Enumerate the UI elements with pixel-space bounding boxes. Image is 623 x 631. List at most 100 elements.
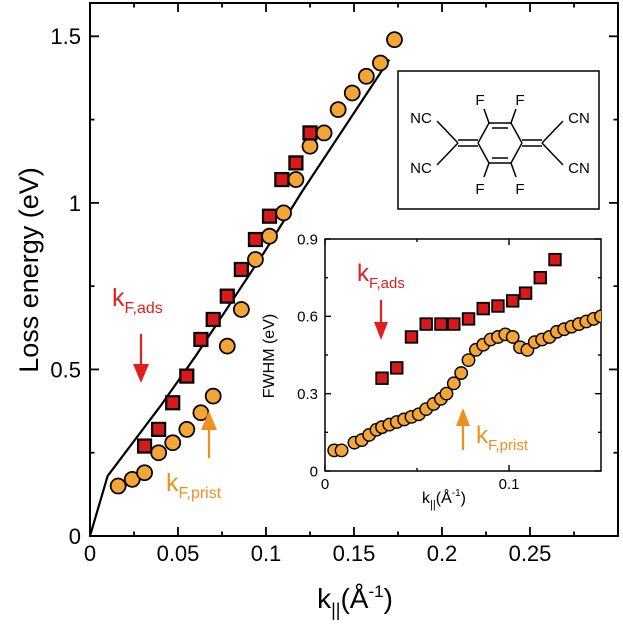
main-y-axis-title: Loss energy (eV) bbox=[14, 167, 44, 373]
main-x-title-k: k bbox=[317, 583, 332, 614]
molecule-label-f: F bbox=[515, 181, 524, 198]
fwhm-point-adsorbed bbox=[434, 317, 448, 331]
main-point-adsorbed bbox=[193, 331, 209, 348]
fwhm-y-tick-label: 0.9 bbox=[297, 231, 318, 248]
ring-bond bbox=[510, 142, 523, 164]
main-point-adsorbed bbox=[302, 125, 318, 141]
main-y-tick-label: 0 bbox=[69, 524, 81, 549]
main-x-tick-label: 0.15 bbox=[333, 541, 376, 566]
main-point-pristine bbox=[136, 464, 153, 482]
main-axis-ticks: 0 0.05 0.1 0.15 0.2 0.25 0 0.5 1 1.5 bbox=[50, 3, 618, 566]
fwhm-annotation-kF-prist: kF,prist bbox=[456, 408, 529, 454]
fwhm-y-tick-label: 0 bbox=[310, 463, 318, 480]
molecule-frame bbox=[397, 70, 600, 210]
main-point-pristine bbox=[164, 434, 182, 452]
fwhm-point-pristine bbox=[446, 376, 461, 391]
main-x-tick-label: 0.25 bbox=[509, 541, 552, 566]
molecule-drawing bbox=[436, 108, 564, 178]
fwhm-point-pristine bbox=[334, 443, 349, 458]
fwhm-point-adsorbed bbox=[518, 286, 533, 300]
main-point-adsorbed bbox=[261, 208, 278, 224]
fwhm-point-adsorbed bbox=[404, 330, 419, 344]
fwhm-point-pristine bbox=[454, 366, 469, 380]
main-point-pristine bbox=[343, 84, 361, 102]
fwhm-point-adsorbed bbox=[447, 317, 461, 331]
fwhm-annotation-kF-ads: kF,ads bbox=[357, 260, 405, 340]
main-point-pristine bbox=[232, 301, 250, 318]
main-point-pristine bbox=[287, 171, 305, 188]
fwhm-y-axis-title: FWHM (eV) bbox=[261, 314, 278, 398]
cf-bond bbox=[483, 162, 490, 178]
main-point-adsorbed bbox=[179, 368, 195, 384]
fwhm-axis-ticks: 0 0.1 0 0.3 0.6 0.9 bbox=[297, 231, 601, 493]
main-point-pristine bbox=[178, 421, 196, 438]
fwhm-annotation-kF-ads-arrow-head bbox=[374, 322, 388, 340]
ring-bond bbox=[477, 122, 490, 144]
main-point-adsorbed bbox=[219, 288, 235, 304]
molecule-label-nc: NC bbox=[410, 160, 432, 177]
ring-bond bbox=[477, 142, 490, 164]
main-point-adsorbed bbox=[151, 421, 167, 437]
fwhm-point-pristine bbox=[461, 353, 476, 368]
main-y-tick-label: 1 bbox=[69, 191, 81, 216]
molecule-label-f: F bbox=[515, 92, 524, 109]
molecule-label-nc: NC bbox=[410, 110, 432, 127]
main-points-layer bbox=[109, 31, 403, 495]
main-point-pristine bbox=[357, 67, 375, 85]
main-annotation-kF-prist: kF,prist bbox=[166, 411, 222, 502]
molecule-label-cn: CN bbox=[568, 110, 590, 127]
main-x-tick-label: 0.2 bbox=[427, 541, 458, 566]
fwhm-y-tick-label: 0.3 bbox=[297, 386, 318, 403]
main-point-adsorbed bbox=[274, 171, 290, 188]
main-x-tick-label: 0 bbox=[84, 541, 96, 566]
fwhm-x-tick-label: 0.1 bbox=[499, 476, 520, 493]
main-point-pristine bbox=[372, 54, 389, 72]
fwhm-y-tick-label: 0.6 bbox=[297, 309, 318, 326]
main-x-tick-label: 0.05 bbox=[157, 541, 200, 566]
fwhm-points-layer bbox=[327, 252, 601, 458]
main-y-tick-label: 0.5 bbox=[50, 357, 81, 382]
fwhm-point-adsorbed bbox=[505, 294, 520, 308]
main-point-pristine bbox=[275, 204, 292, 222]
fwhm-point-adsorbed bbox=[390, 361, 404, 375]
main-point-pristine bbox=[247, 251, 264, 268]
fwhm-point-adsorbed bbox=[375, 371, 389, 385]
main-point-pristine bbox=[109, 477, 127, 495]
main-point-pristine bbox=[150, 444, 168, 462]
fwhm-x-axis-title: k||(Å-1) bbox=[422, 488, 466, 511]
fwhm-x-tick-label: 0 bbox=[321, 476, 329, 493]
fwhm-annotation-kF-ads-label: kF,ads bbox=[357, 260, 405, 292]
fwhm-point-adsorbed bbox=[419, 317, 433, 331]
main-point-pristine bbox=[301, 137, 319, 155]
main-point-adsorbed bbox=[247, 231, 264, 248]
main-point-pristine bbox=[204, 387, 222, 405]
fwhm-point-adsorbed bbox=[476, 301, 490, 316]
cf-bond bbox=[483, 108, 490, 124]
main-point-pristine bbox=[261, 227, 278, 245]
main-point-pristine bbox=[315, 124, 333, 142]
main-point-pristine bbox=[386, 31, 403, 49]
molecule-label-f: F bbox=[475, 181, 484, 198]
fwhm-point-adsorbed bbox=[461, 312, 476, 326]
main-x-title-unit: (Å bbox=[340, 583, 368, 614]
molecule-label-cn: CN bbox=[568, 160, 590, 177]
fwhm-point-adsorbed bbox=[491, 299, 505, 313]
main-x-title-sup: -1 bbox=[368, 582, 383, 601]
main-x-tick-label: 0.1 bbox=[251, 541, 282, 566]
cn-bond bbox=[436, 120, 459, 144]
fwhm-annotation-kF-prist-arrow-head bbox=[456, 408, 470, 426]
fwhm-point-adsorbed bbox=[548, 252, 562, 267]
ring-bond bbox=[510, 122, 523, 144]
main-annotation-kF-ads-label: kF,ads bbox=[112, 284, 163, 317]
main-x-title-sub: || bbox=[331, 600, 340, 620]
main-point-adsorbed bbox=[205, 311, 221, 328]
main-point-adsorbed bbox=[288, 155, 304, 171]
cn-bond bbox=[436, 142, 459, 166]
molecule-inset: F F F F NC NC CN CN bbox=[397, 70, 600, 210]
main-point-adsorbed bbox=[165, 395, 181, 411]
main-annotation-kF-prist-label: kF,prist bbox=[166, 469, 222, 502]
cf-bond bbox=[510, 162, 517, 178]
fwhm-point-pristine bbox=[594, 309, 601, 324]
fwhm-point-adsorbed bbox=[533, 270, 547, 285]
